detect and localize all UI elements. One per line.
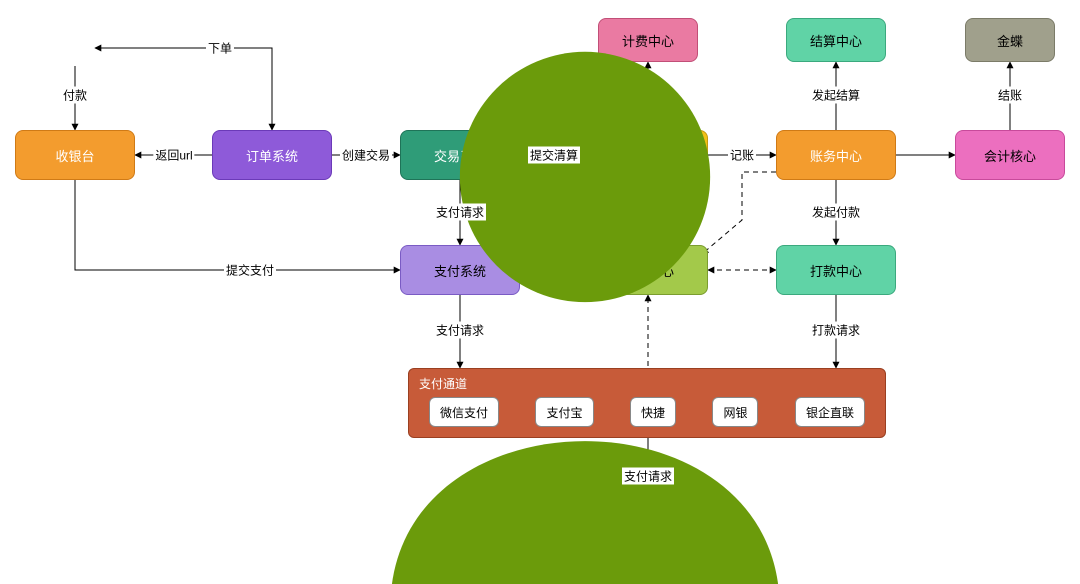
node-settle: 结算中心 xyxy=(786,18,886,62)
edge-11-label: 发起付款 xyxy=(810,204,862,221)
node-order-label: 订单系统 xyxy=(246,146,298,165)
node-billing: 计费中心 xyxy=(598,18,698,62)
edge-2-label: 返回url xyxy=(153,147,194,164)
edge-20 xyxy=(702,172,776,254)
channel-title: 支付通道 xyxy=(419,375,467,392)
node-billing-label: 计费中心 xyxy=(622,31,674,50)
edge-3-label: 创建交易 xyxy=(340,147,392,164)
channel-chip-4: 银企直联 xyxy=(795,397,865,427)
edge-1 xyxy=(95,48,272,130)
channel-chips: 微信支付 支付宝 快捷 网银 银企直联 xyxy=(429,397,865,427)
node-clearing-label: 清算中心 xyxy=(622,146,674,165)
node-recon: 对账中心 xyxy=(588,245,708,295)
edge-5-label: 记账 xyxy=(728,147,756,164)
node-trade-label: 交易系统 xyxy=(434,146,486,165)
node-cashier-label: 收银台 xyxy=(55,146,94,165)
channel-chip-0: 微信支付 xyxy=(429,397,499,427)
edge-14-label: 打款请求 xyxy=(810,322,862,339)
node-kingdee: 金蝶 xyxy=(965,18,1055,62)
node-recon-label: 对账中心 xyxy=(622,261,674,280)
node-account-label: 账务中心 xyxy=(810,146,862,165)
node-gl: 会计核心 xyxy=(955,130,1065,180)
edge-4-label: 提交清算 xyxy=(528,147,580,164)
edges-layer xyxy=(0,0,1080,584)
edge-0-label: 付款 xyxy=(61,87,89,104)
node-pay: 支付系统 xyxy=(400,245,520,295)
edge-13-label: 支付请求 xyxy=(434,322,486,339)
payment-channel-container: 支付通道 微信支付 支付宝 快捷 网银 银企直联 xyxy=(408,368,886,438)
node-third-label: 三方支付平台 xyxy=(621,532,699,551)
node-kingdee-label: 金蝶 xyxy=(997,31,1023,50)
node-gl-label: 会计核心 xyxy=(984,146,1036,165)
node-trade: 交易系统 xyxy=(400,130,520,180)
channel-chip-2: 快捷 xyxy=(630,397,676,427)
node-payout: 打款中心 xyxy=(776,245,896,295)
edge-15-label: 支付请求 xyxy=(622,468,674,485)
channel-chip-3: 网银 xyxy=(712,397,758,427)
node-third: 三方支付平台 xyxy=(600,518,720,564)
edge-1-label: 下单 xyxy=(206,40,234,57)
node-payout-label: 打款中心 xyxy=(810,261,862,280)
edge-10-label: 支付请求 xyxy=(434,204,486,221)
node-settle-label: 结算中心 xyxy=(810,31,862,50)
node-clearing: 清算中心 xyxy=(588,130,708,180)
node-account: 账务中心 xyxy=(776,130,896,180)
node-cashier: 收银台 xyxy=(15,130,135,180)
edge-18 xyxy=(520,172,594,254)
channel-chip-1: 支付宝 xyxy=(535,397,593,427)
edge-12-label: 提交支付 xyxy=(224,262,276,279)
payment-flowchart: 收银台 订单系统 交易系统 清算中心 账务中心 会计核心 计费中心 结算中心 金蝶支付系统 对账中… xyxy=(0,0,1080,584)
node-order: 订单系统 xyxy=(212,130,332,180)
node-pay-label: 支付系统 xyxy=(434,261,486,280)
edge-12 xyxy=(75,180,400,270)
edge-8-label: 发起结算 xyxy=(810,87,862,104)
edge-9-label: 结账 xyxy=(996,87,1024,104)
